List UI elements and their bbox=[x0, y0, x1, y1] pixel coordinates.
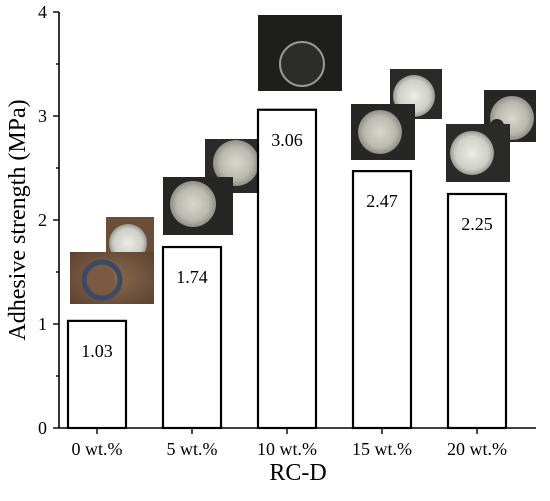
inset-photos bbox=[70, 15, 536, 304]
data-label-1: 1.74 bbox=[176, 267, 208, 287]
data-label-4: 2.25 bbox=[461, 214, 493, 234]
x-tick-label-2: 10 wt.% bbox=[257, 439, 317, 459]
data-labels-group: 1.03 1.74 3.06 2.47 2.25 bbox=[81, 130, 493, 361]
data-label-3: 2.47 bbox=[366, 191, 398, 211]
data-label-2: 3.06 bbox=[271, 130, 303, 150]
x-tick-label-1: 5 wt.% bbox=[167, 439, 218, 459]
y-ticks-group: 0 1 2 3 4 bbox=[38, 2, 59, 438]
bar-1 bbox=[161, 245, 223, 430]
data-label-0: 1.03 bbox=[81, 341, 113, 361]
photo-10wt bbox=[258, 15, 342, 91]
y-tick-label-2: 2 bbox=[38, 210, 47, 230]
photo-5wt-top bbox=[205, 139, 263, 193]
photo-20wt-bottom bbox=[446, 124, 510, 182]
y-tick-label-4: 4 bbox=[38, 2, 47, 22]
x-tick-label-3: 15 wt.% bbox=[352, 439, 412, 459]
y-tick-label-0: 0 bbox=[38, 418, 47, 438]
x-ticks-group: 0 wt.% 5 wt.% 10 wt.% 15 wt.% 20 wt.% bbox=[72, 428, 507, 459]
x-axis-title: RC-D bbox=[269, 460, 326, 486]
photo-0wt-bottom bbox=[70, 252, 154, 304]
photo-5wt-bottom bbox=[163, 177, 233, 235]
x-tick-label-0: 0 wt.% bbox=[72, 439, 123, 459]
bar-2 bbox=[256, 108, 318, 430]
photo-15wt-bottom bbox=[351, 104, 415, 160]
bar-0 bbox=[66, 319, 128, 430]
y-tick-label-1: 1 bbox=[38, 314, 47, 334]
x-tick-label-4: 20 wt.% bbox=[447, 439, 507, 459]
bar-4 bbox=[446, 192, 508, 430]
y-axis-title: Adhesive strength (MPa) bbox=[5, 99, 31, 340]
y-tick-label-3: 3 bbox=[38, 106, 47, 126]
bars-group bbox=[66, 108, 508, 430]
bar-3 bbox=[351, 170, 413, 430]
